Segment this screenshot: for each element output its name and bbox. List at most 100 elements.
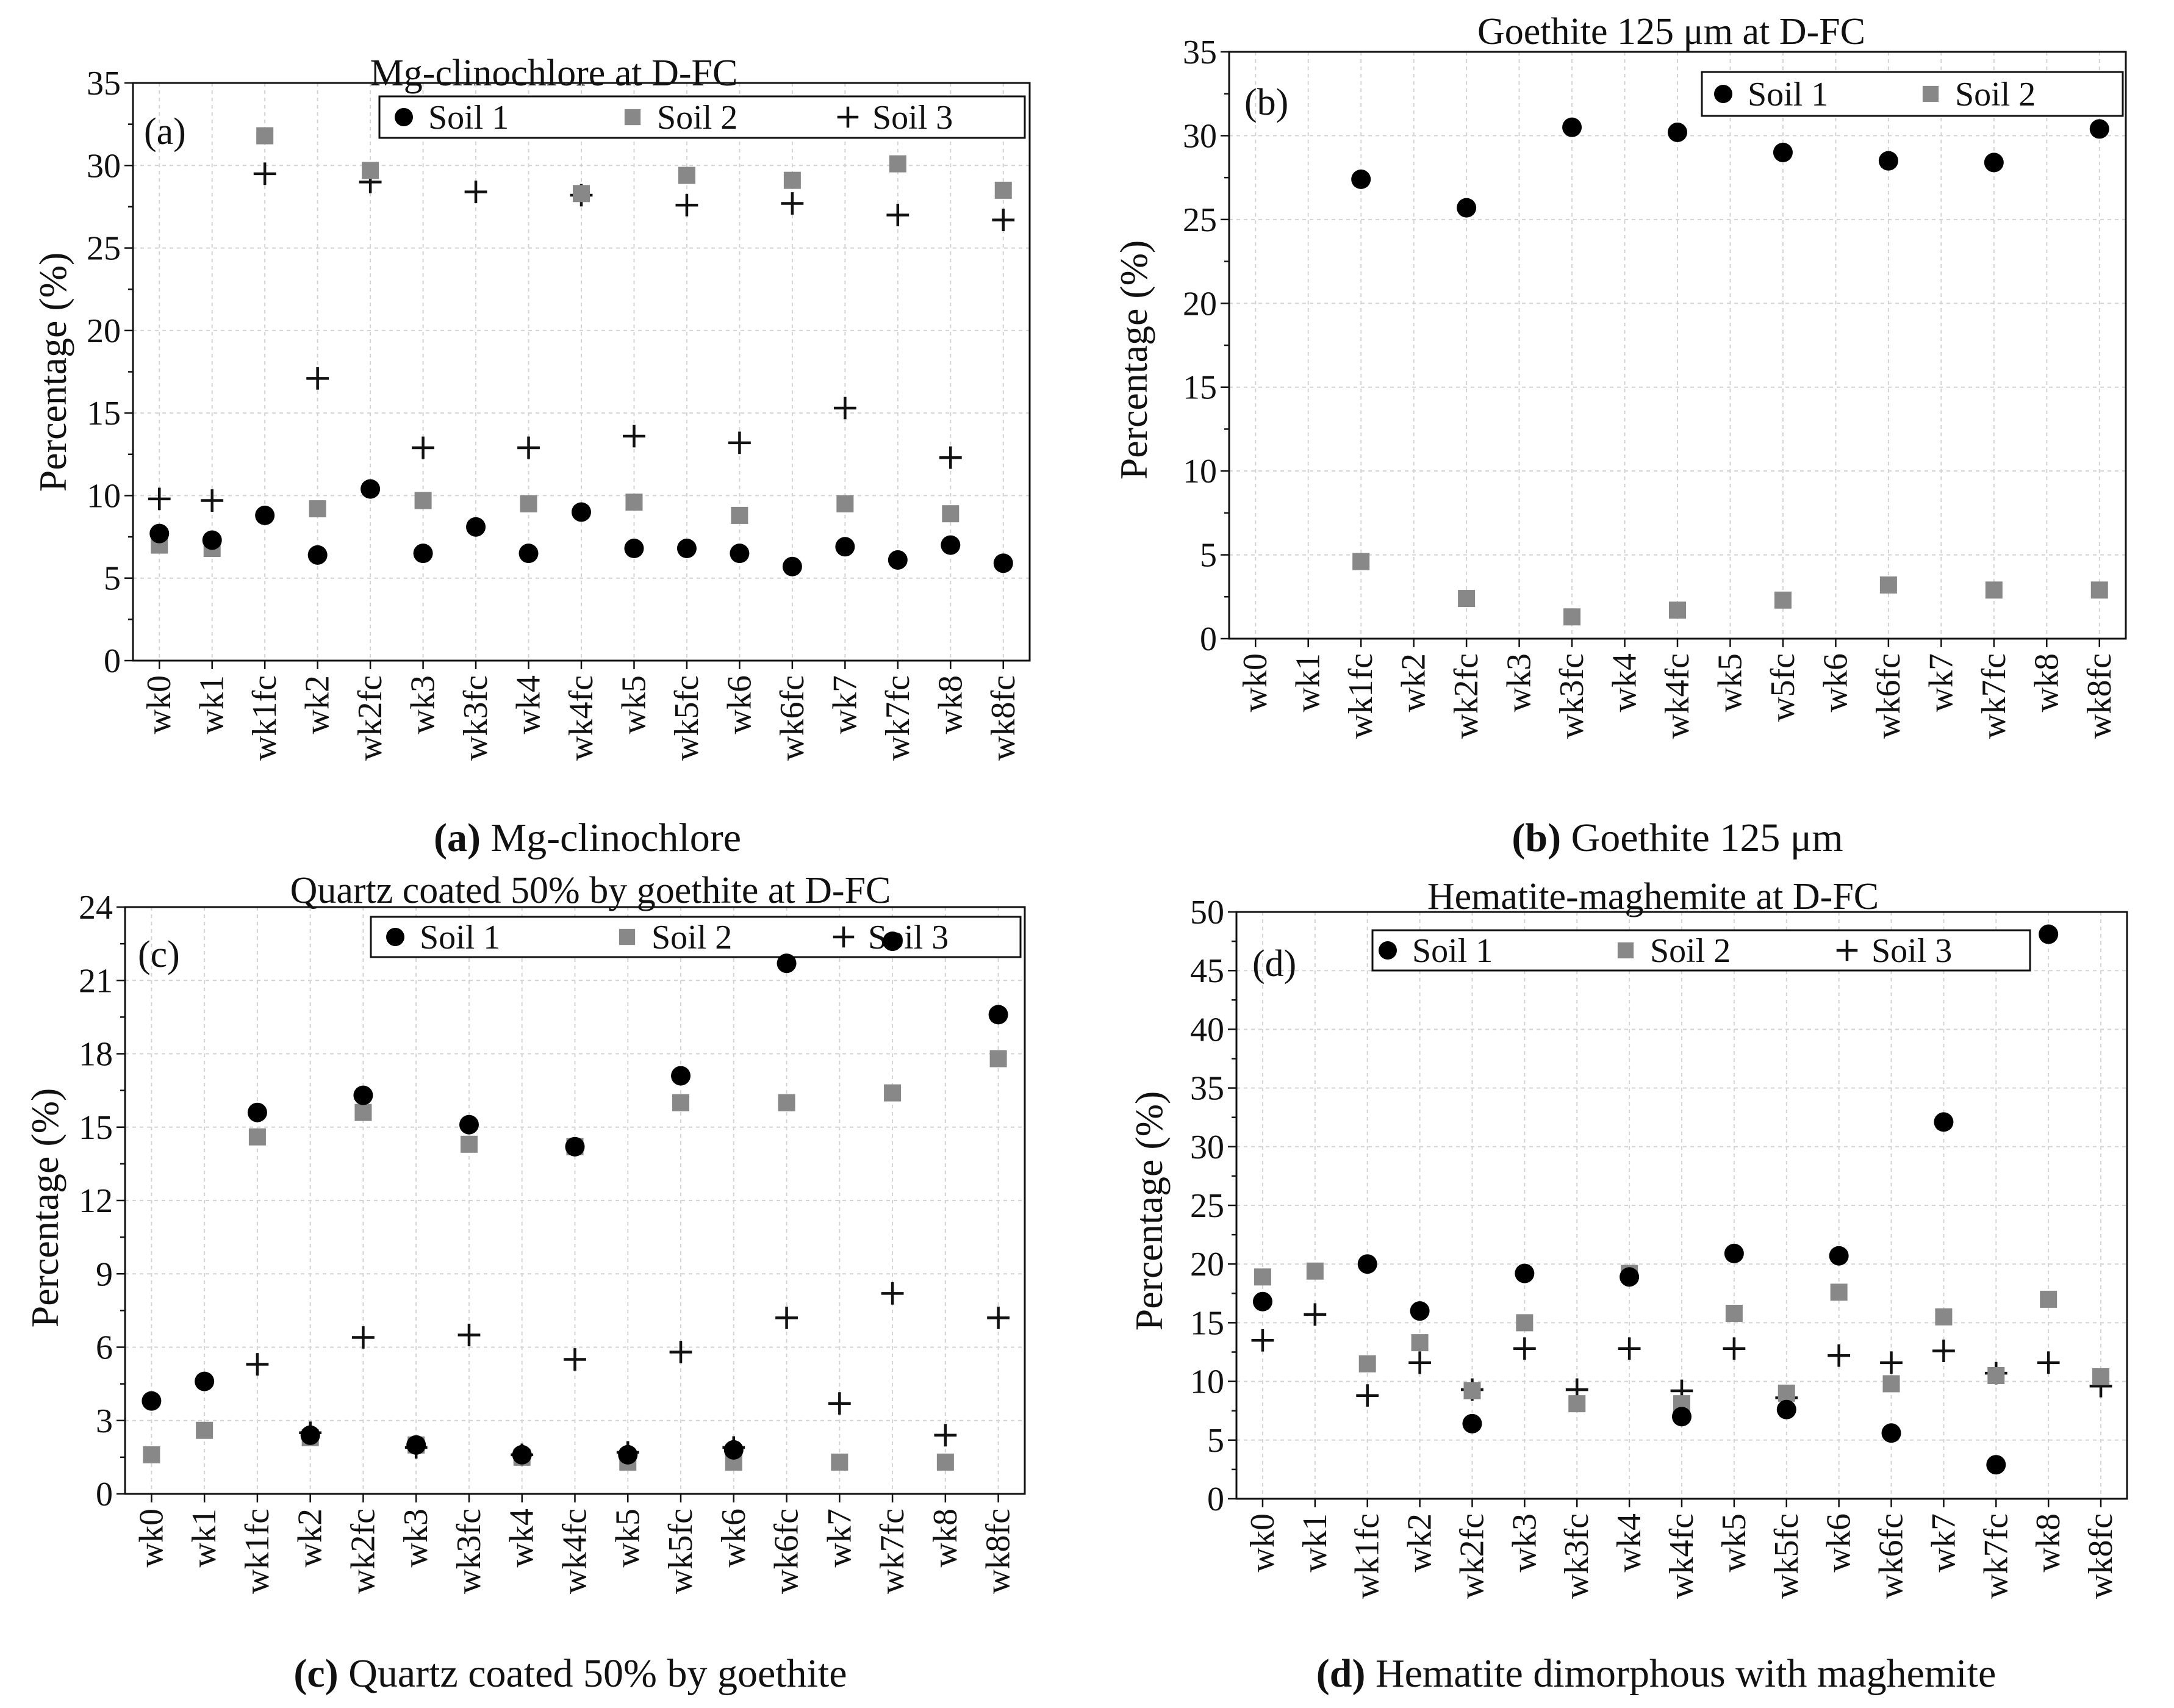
data-point-soil3 bbox=[828, 1392, 851, 1415]
data-point-soil2 bbox=[248, 1128, 266, 1146]
x-tick-label: wk6 bbox=[720, 675, 758, 734]
data-point-soil2 bbox=[1882, 1375, 1900, 1393]
data-point-soil2 bbox=[678, 167, 695, 184]
data-point-soil1 bbox=[1724, 1243, 1744, 1263]
data-point-soil3 bbox=[306, 367, 329, 390]
data-point-soil2 bbox=[1411, 1334, 1429, 1352]
legend-label-soil1: Soil 1 bbox=[420, 919, 500, 956]
y-tick-label: 0 bbox=[1200, 620, 1217, 658]
data-point-soil2 bbox=[354, 1103, 372, 1121]
data-point-soil1 bbox=[777, 953, 797, 974]
x-tick-label: wk7fc bbox=[874, 1509, 911, 1594]
panel-caption: (c) Quartz coated 50% by goethite bbox=[293, 1651, 847, 1696]
data-point-soil3 bbox=[2037, 1351, 2060, 1374]
data-point-soil1 bbox=[572, 502, 591, 522]
data-point-soil1 bbox=[835, 537, 855, 557]
x-tick-label: wk6 bbox=[715, 1509, 753, 1567]
caption-description: Quartz coated 50% by goethite bbox=[348, 1651, 847, 1696]
data-point-soil3 bbox=[1723, 1337, 1746, 1360]
data-point-soil2 bbox=[1669, 601, 1686, 619]
data-point-soil1 bbox=[149, 523, 170, 544]
legend-marker-soil2 bbox=[624, 109, 641, 126]
y-tick-label: 20 bbox=[1190, 1246, 1224, 1283]
x-tick-label: wk3 bbox=[1501, 653, 1538, 712]
panel-c: Quartz coated 50% by goethite at D-FC 0 3… bbox=[23, 870, 1026, 1696]
legend-marker-soil3 bbox=[833, 926, 855, 948]
legend-label-soil1: Soil 1 bbox=[1748, 76, 1828, 113]
data-point-soil2 bbox=[936, 1453, 954, 1471]
data-point-soil1 bbox=[466, 517, 486, 537]
legend-label-soil2: Soil 2 bbox=[1955, 76, 2036, 113]
y-tick-label: 21 bbox=[79, 962, 113, 1000]
x-tick-label: wk2 bbox=[1401, 1513, 1439, 1572]
caption-label: (a) bbox=[434, 816, 481, 860]
data-point-soil1 bbox=[988, 1005, 1008, 1025]
data-point-soil1 bbox=[1668, 122, 1687, 142]
data-point-soil1 bbox=[2089, 119, 2109, 139]
panel-caption: (a) Mg-clinochlore bbox=[434, 816, 741, 860]
x-tick-label: wk5 bbox=[1711, 653, 1749, 712]
x-tick-label: wk7 bbox=[820, 1509, 858, 1567]
x-tick-label: wk2fc bbox=[344, 1509, 382, 1594]
x-tick-label: wk8fc bbox=[980, 1509, 1017, 1594]
data-point-soil3 bbox=[781, 192, 804, 215]
data-point-soil1 bbox=[1672, 1407, 1691, 1427]
y-tick-label: 9 bbox=[96, 1255, 113, 1293]
x-tick-label: wk8 bbox=[2028, 653, 2065, 712]
data-point-soil2 bbox=[1306, 1262, 1324, 1280]
data-point-soil1 bbox=[624, 539, 644, 559]
data-point-soil1 bbox=[565, 1136, 585, 1157]
y-tick-label: 30 bbox=[1183, 117, 1217, 155]
data-point-soil1 bbox=[353, 1085, 373, 1105]
panel-letter: (d) bbox=[1252, 943, 1296, 985]
legend-label-soil2: Soil 2 bbox=[657, 99, 737, 137]
x-tick-label: wk0 bbox=[1236, 653, 1274, 712]
x-tick-label: wk6fc bbox=[768, 1509, 806, 1594]
data-point-soil2 bbox=[672, 1094, 690, 1111]
data-point-soil3 bbox=[517, 436, 540, 459]
data-point-soil2 bbox=[1774, 591, 1792, 609]
data-point-soil3 bbox=[253, 162, 276, 185]
legend: Soil 1 Soil 2 Soil 3 bbox=[378, 95, 1026, 139]
data-point-soil2 bbox=[460, 1135, 478, 1153]
x-tick-label: wk2fc bbox=[351, 675, 389, 761]
data-point-soil2 bbox=[1935, 1308, 1953, 1326]
y-tick-label: 35 bbox=[87, 65, 121, 102]
data-point-soil2 bbox=[989, 1050, 1007, 1068]
x-tick-label: wk5fc bbox=[1768, 1513, 1806, 1599]
x-tick-label: wk4 bbox=[1606, 653, 1644, 712]
data-point-soil1 bbox=[1881, 1423, 1901, 1443]
y-tick-label: 25 bbox=[87, 230, 121, 268]
data-point-soil1 bbox=[361, 479, 381, 499]
legend: Soil 1 Soil 2 Soil 3 bbox=[1371, 929, 2031, 972]
data-point-soil2 bbox=[731, 506, 748, 524]
panel-title: Goethite 125 μm at D-FC bbox=[1477, 11, 1865, 52]
data-point-soil2 bbox=[1985, 581, 2003, 599]
legend-marker-soil2 bbox=[1922, 85, 1939, 102]
y-tick-label: 30 bbox=[87, 147, 121, 185]
x-tick-label: wk0 bbox=[132, 1509, 170, 1567]
x-tick-label: wk4fc bbox=[562, 675, 600, 761]
y-axis-title: Percentage (%) bbox=[31, 253, 74, 492]
data-point-soil3 bbox=[623, 425, 645, 448]
y-axis-title: Percentage (%) bbox=[23, 1088, 66, 1328]
legend: Soil 1 Soil 2 Soil 3 bbox=[370, 916, 1022, 958]
x-tick-label: wk2 bbox=[299, 675, 337, 734]
x-tick-label: wk5 bbox=[1715, 1513, 1753, 1572]
y-tick-label: 18 bbox=[79, 1036, 113, 1074]
data-point-soil1 bbox=[459, 1114, 479, 1135]
data-point-soil1 bbox=[1462, 1413, 1482, 1434]
x-tick-label: wk5 bbox=[615, 675, 653, 734]
x-tick-label: wk0 bbox=[1244, 1513, 1282, 1572]
x-tick-label: wk3fc bbox=[1558, 1513, 1596, 1599]
x-tick-label: wk4fc bbox=[556, 1509, 594, 1594]
data-point-soil2 bbox=[1516, 1314, 1534, 1332]
y-tick-label: 35 bbox=[1183, 34, 1217, 71]
data-point-soil2 bbox=[1830, 1283, 1848, 1301]
data-point-soil1 bbox=[518, 544, 539, 564]
data-point-soil3 bbox=[464, 181, 487, 203]
x-tick-label: wk2fc bbox=[1453, 1513, 1491, 1599]
y-tick-label: 10 bbox=[1190, 1363, 1224, 1401]
panel-letter: (a) bbox=[144, 111, 186, 152]
data-point-soil1 bbox=[671, 1066, 691, 1086]
